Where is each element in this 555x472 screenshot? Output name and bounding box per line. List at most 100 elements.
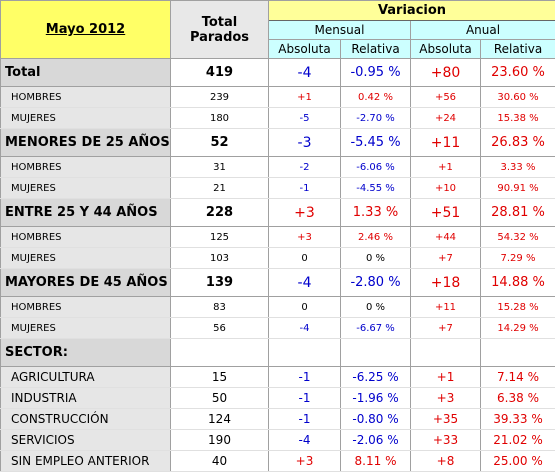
cell: -1	[268, 366, 341, 388]
cell: 2.46 %	[340, 226, 411, 248]
cell: 139	[170, 268, 269, 297]
cell: -6.06 %	[340, 156, 411, 178]
group-row: MENORES DE 25 AÑOS: 52 -3 -5.45 % +11 26.83 %	[0, 128, 555, 157]
cell: -1.96 %	[340, 387, 411, 409]
cell: -4	[268, 317, 341, 339]
sub-row: HOMBRES 83 0 0 % +11 15.28 %	[0, 296, 555, 318]
cell: +7	[410, 317, 481, 339]
cell: +3	[268, 198, 341, 227]
cell: 23.60 %	[480, 58, 555, 87]
cell: 15.28 %	[480, 296, 555, 318]
cell: 31	[170, 156, 269, 178]
cell: -2.06 %	[340, 429, 411, 451]
cell: 125	[170, 226, 269, 248]
sub-row: MUJERES 56 -4 -6.67 % +7 14.29 %	[0, 317, 555, 339]
cell: 15.38 %	[480, 107, 555, 129]
cell: 39.33 %	[480, 408, 555, 430]
cell: 419	[170, 58, 269, 87]
cell: +11	[410, 128, 481, 157]
cell: -2.70 %	[340, 107, 411, 129]
row-label: MAYORES DE 45 AÑOS	[0, 268, 171, 297]
cell: +1	[268, 86, 341, 108]
row-label: HOMBRES	[0, 86, 171, 108]
row-label: CONSTRUCCIÓN	[0, 408, 171, 430]
cell: 14.88 %	[480, 268, 555, 297]
cell: +11	[410, 296, 481, 318]
cell: 90.91 %	[480, 177, 555, 199]
cell: +80	[410, 58, 481, 87]
cell: +10	[410, 177, 481, 199]
cell: 30.60 %	[480, 86, 555, 108]
cell: -6.67 %	[340, 317, 411, 339]
row-label: SIN EMPLEO ANTERIOR	[0, 450, 171, 472]
cell: -4	[268, 58, 341, 87]
cell: +56	[410, 86, 481, 108]
cell: +1	[410, 156, 481, 178]
group-row: SECTOR:	[0, 338, 555, 367]
cell: 180	[170, 107, 269, 129]
cell: 3.33 %	[480, 156, 555, 178]
row-label: HOMBRES	[0, 156, 171, 178]
cell: 21.02 %	[480, 429, 555, 451]
row-label: Total	[0, 58, 171, 87]
sub-row: SIN EMPLEO ANTERIOR 40 +3 8.11 % +8 25.00 %	[0, 450, 555, 472]
cell: +3	[268, 450, 341, 472]
row-label: MUJERES	[0, 317, 171, 339]
group-row: Total 419 -4 -0.95 % +80 23.60 %	[0, 58, 555, 87]
cell: -1	[268, 387, 341, 409]
total-header: Total Parados	[170, 0, 269, 59]
cell: -4.55 %	[340, 177, 411, 199]
cell: 1.33 %	[340, 198, 411, 227]
cell: +3	[268, 226, 341, 248]
measure-header: Absoluta	[410, 39, 481, 59]
cell: 0 %	[340, 296, 411, 318]
cell: -5	[268, 107, 341, 129]
row-label: HOMBRES	[0, 226, 171, 248]
row-label: HOMBRES	[0, 296, 171, 318]
cell: 7.29 %	[480, 247, 555, 269]
cell	[480, 338, 555, 367]
cell: 83	[170, 296, 269, 318]
sub-row: HOMBRES 31 -2 -6.06 % +1 3.33 %	[0, 156, 555, 178]
cell: 103	[170, 247, 269, 269]
measure-header: Relativa	[340, 39, 411, 59]
group-row: MAYORES DE 45 AÑOS 139 -4 -2.80 % +18 14.88 %	[0, 268, 555, 297]
row-label: ENTRE 25 Y 44 AÑOS	[0, 198, 171, 227]
cell: 239	[170, 86, 269, 108]
cell: 124	[170, 408, 269, 430]
row-label: SECTOR:	[0, 338, 171, 367]
cell: 52	[170, 128, 269, 157]
cell: 228	[170, 198, 269, 227]
cell	[340, 338, 411, 367]
cell	[268, 338, 341, 367]
variacion-header: Variacion	[268, 0, 555, 21]
cell: -2.80 %	[340, 268, 411, 297]
cell: +51	[410, 198, 481, 227]
cell	[170, 338, 269, 367]
cell: 0 %	[340, 247, 411, 269]
sub-row: MUJERES 103 0 0 % +7 7.29 %	[0, 247, 555, 269]
cell: -2	[268, 156, 341, 178]
group-row: ENTRE 25 Y 44 AÑOS 228 +3 1.33 % +51 28.81 %	[0, 198, 555, 227]
cell: 50	[170, 387, 269, 409]
sub-row: MUJERES 180 -5 -2.70 % +24 15.38 %	[0, 107, 555, 129]
cell: -3	[268, 128, 341, 157]
row-label: MUJERES	[0, 107, 171, 129]
cell: +7	[410, 247, 481, 269]
cell: 8.11 %	[340, 450, 411, 472]
cell: 7.14 %	[480, 366, 555, 388]
cell: +3	[410, 387, 481, 409]
row-label: SERVICIOS	[0, 429, 171, 451]
cell: -6.25 %	[340, 366, 411, 388]
title: Mayo 2012	[0, 0, 171, 59]
measure-header: Relativa	[480, 39, 555, 59]
cell: 14.29 %	[480, 317, 555, 339]
cell: +44	[410, 226, 481, 248]
cell: 54.32 %	[480, 226, 555, 248]
cell: 0	[268, 296, 341, 318]
sub-row: AGRICULTURA 15 -1 -6.25 % +1 7.14 %	[0, 366, 555, 388]
cell: -4	[268, 268, 341, 297]
cell: +8	[410, 450, 481, 472]
